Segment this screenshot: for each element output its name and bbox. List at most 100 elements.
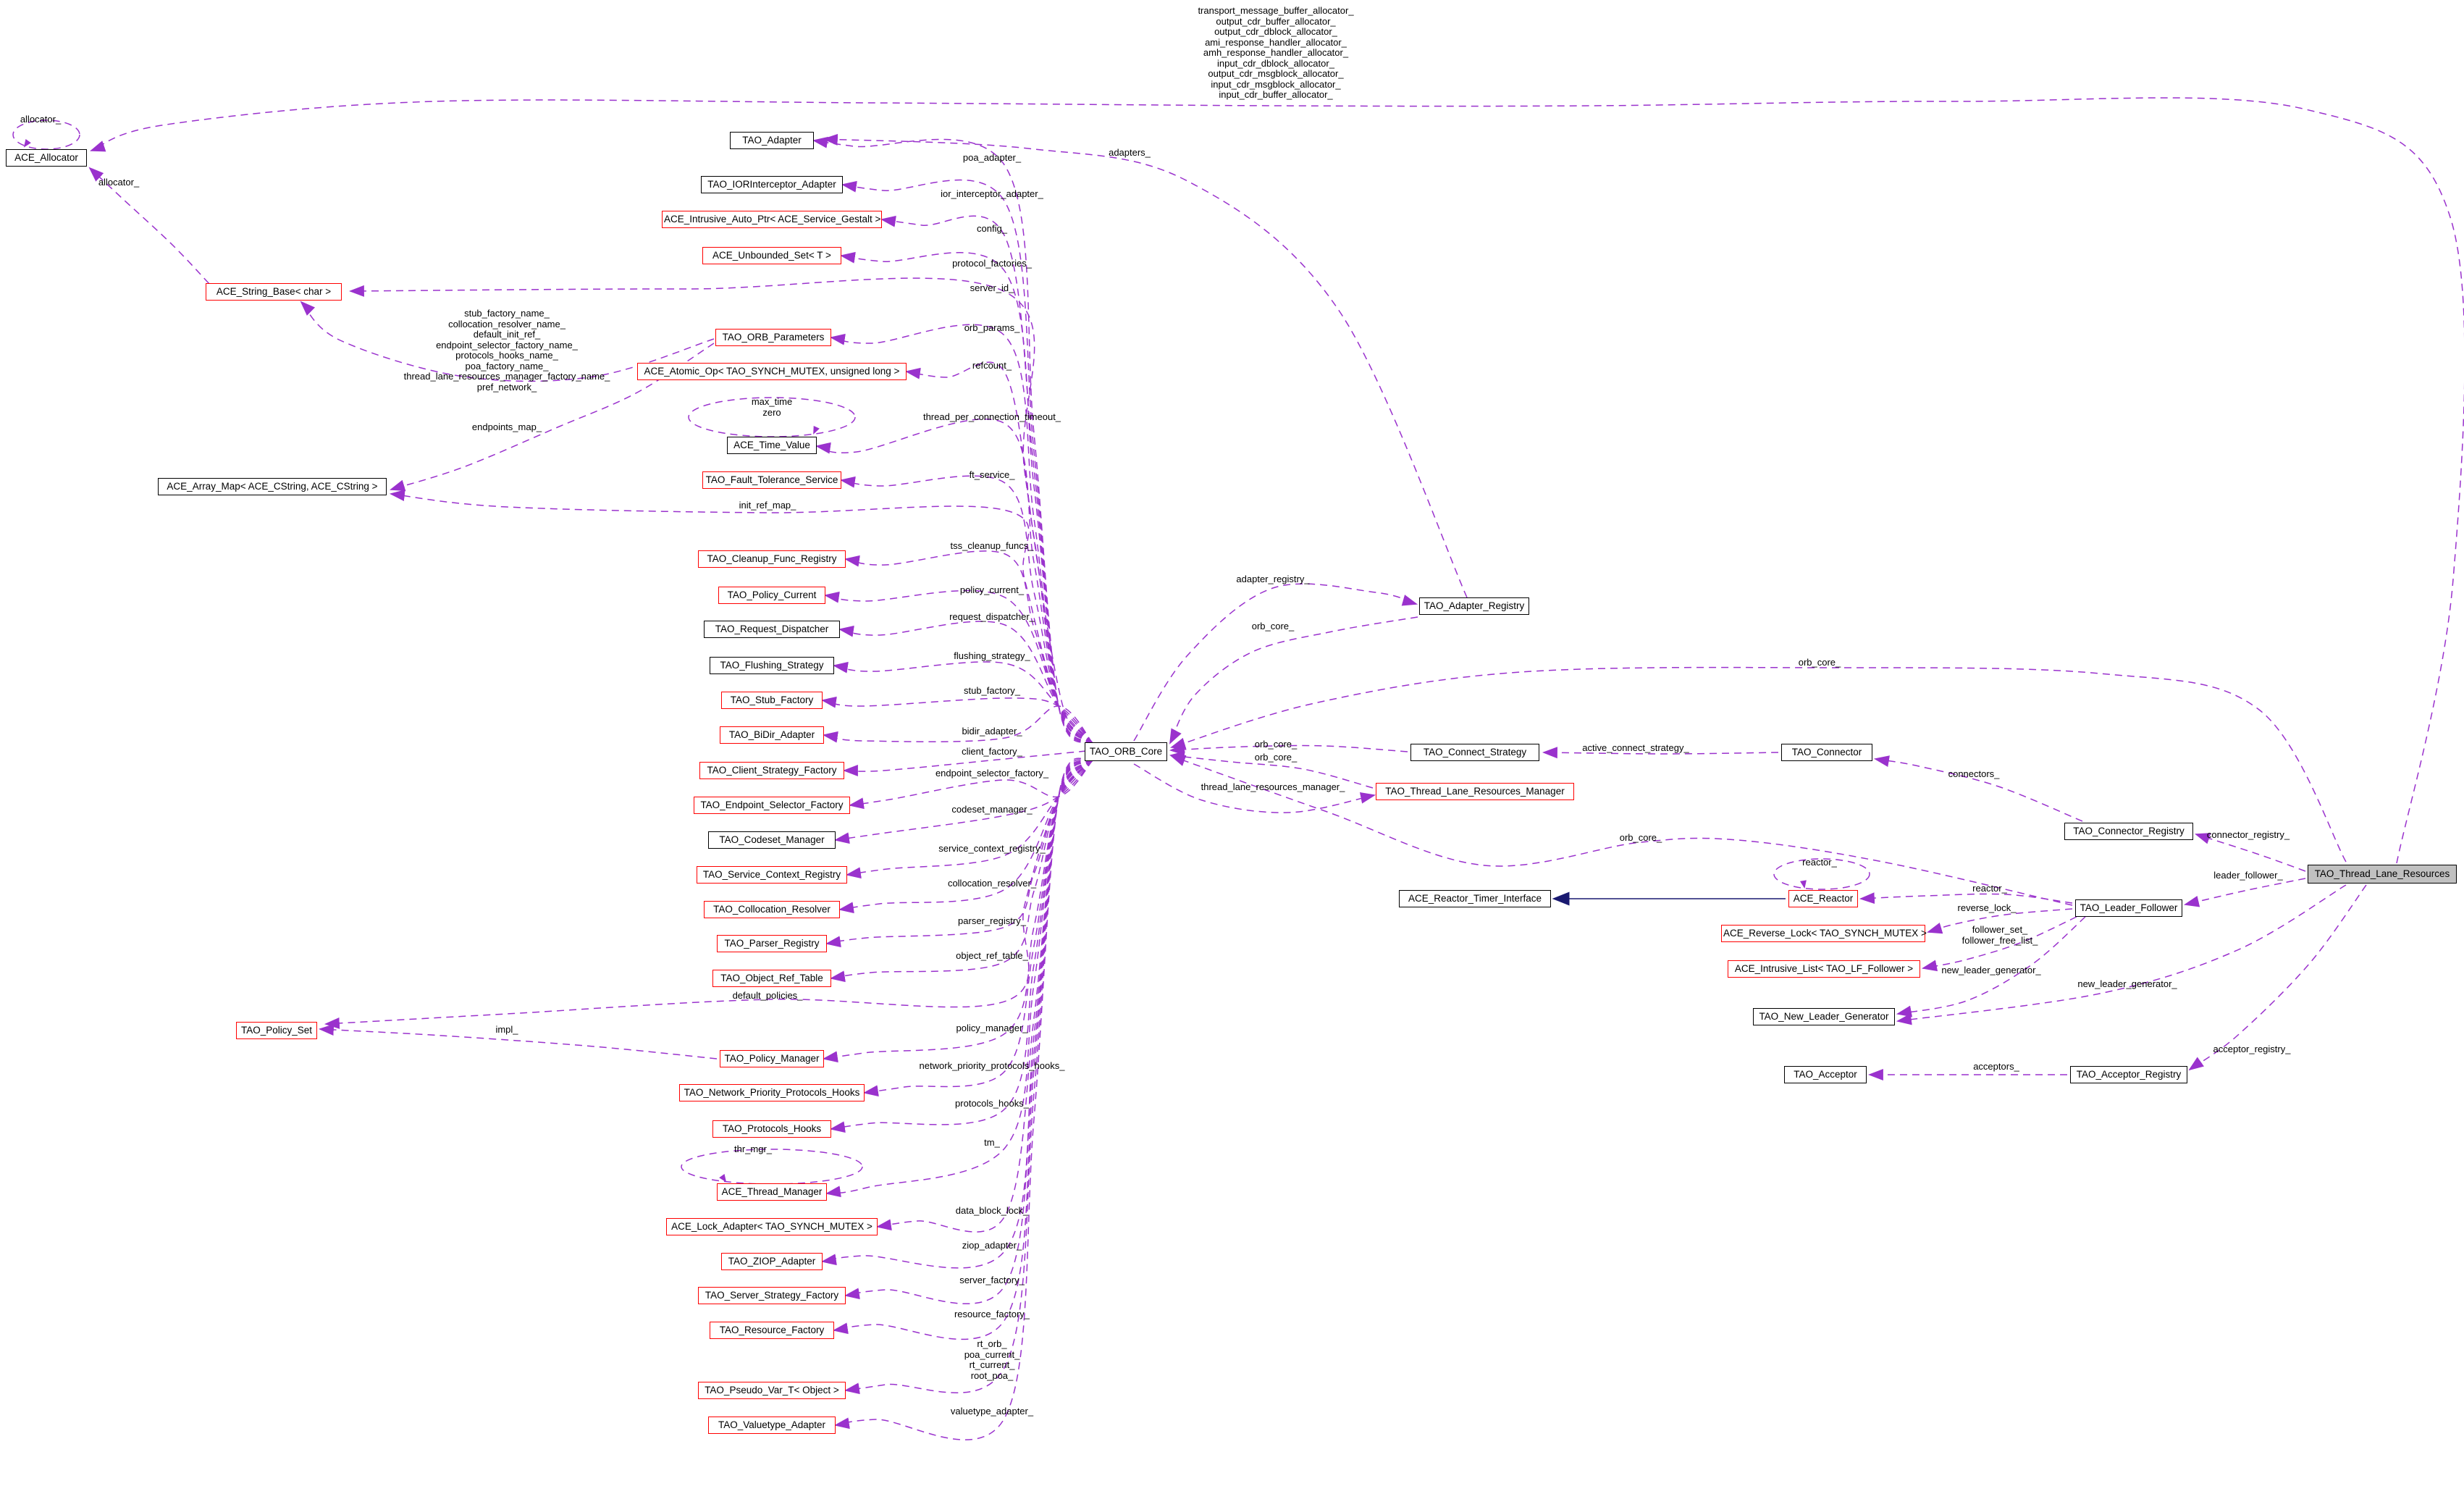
node-tao-stub-factory[interactable]: TAO_Stub_Factory — [721, 692, 823, 709]
node-tao-parser-registry[interactable]: TAO_Parser_Registry — [717, 935, 827, 952]
node-ace-array-map[interactable]: ACE_Array_Map< ACE_CString, ACE_CString … — [158, 478, 387, 495]
edge-label-acceptor-registry: acceptor_registry_ — [2213, 1044, 2291, 1054]
node-tao-connect-strategy[interactable]: TAO_Connect_Strategy — [1410, 744, 1539, 761]
node-tao-pseudo-var-t[interactable]: TAO_Pseudo_Var_T< Object > — [698, 1382, 846, 1399]
edge-label-connectors: connectors_ — [1948, 768, 2000, 779]
node-tao-connector[interactable]: TAO_Connector — [1781, 744, 1872, 761]
edge-label-resource-factory: resource_factory_ — [954, 1309, 1030, 1319]
node-tao-fault-tolerance-service[interactable]: TAO_Fault_Tolerance_Service — [702, 471, 841, 489]
node-ace-reactor[interactable]: ACE_Reactor — [1788, 890, 1858, 907]
node-tao-cleanup-func-registry[interactable]: TAO_Cleanup_Func_Registry — [698, 550, 846, 568]
node-tao-acceptor-registry[interactable]: TAO_Acceptor_Registry — [2070, 1066, 2187, 1083]
node-tao-acceptor[interactable]: TAO_Acceptor — [1784, 1066, 1867, 1083]
edge-label-thread-per-connection-timeout: thread_per_connection_timeout_ — [922, 411, 1061, 422]
node-ace-atomic-op[interactable]: ACE_Atomic_Op< TAO_SYNCH_MUTEX, unsigned… — [637, 363, 907, 380]
node-tao-thread-lane-resources-manager[interactable]: TAO_Thread_Lane_Resources_Manager — [1376, 783, 1574, 800]
edge-label-active-connect-strategy: active_connect_strategy_ — [1582, 742, 1689, 753]
edge-label-request-dispatcher: request_dispatcher_ — [949, 611, 1035, 622]
edge-label-orb-core-5: orb_core_ — [1619, 832, 1662, 843]
edge-label-allocator-self: allocator_ — [20, 114, 62, 125]
node-tao-thread-lane-resources[interactable]: TAO_Thread_Lane_Resources — [2308, 865, 2457, 884]
node-tao-valuetype-adapter[interactable]: TAO_Valuetype_Adapter — [708, 1417, 836, 1434]
node-tao-network-priority-protocols-hooks[interactable]: TAO_Network_Priority_Protocols_Hooks — [679, 1084, 865, 1101]
edge-label-orb-params: orb_params_ — [964, 322, 1020, 333]
edge-label-tss-cleanup-funcs: tss_cleanup_funcs_ — [950, 540, 1034, 551]
node-tao-adapter[interactable]: TAO_Adapter — [730, 132, 814, 149]
node-tao-orb-parameters[interactable]: TAO_ORB_Parameters — [715, 329, 831, 346]
edge-label-name-params-block: stub_factory_name_ collocation_resolver_… — [403, 308, 610, 393]
node-tao-collocation-resolver[interactable]: TAO_Collocation_Resolver — [704, 901, 840, 918]
edge-label-thread-lane-resources-manager: thread_lane_resources_manager_ — [1201, 781, 1345, 792]
edge-label-ior-interceptor-adapter: ior_interceptor_adapter_ — [941, 188, 1043, 199]
edge-label-orb-core-1: orb_core_ — [1251, 621, 1295, 631]
edge-label-valuetype-adapter: valuetype_adapter_ — [950, 1406, 1034, 1417]
node-tao-bidir-adapter[interactable]: TAO_BiDir_Adapter — [720, 726, 824, 744]
edge-label-reactor: reactor_ — [1972, 883, 2007, 894]
edge-label-flushing-strategy: flushing_strategy_ — [954, 650, 1030, 661]
node-ace-string-base[interactable]: ACE_String_Base< char > — [206, 283, 342, 301]
edge-label-new-leader-generator-tlr: new_leader_generator_ — [2077, 978, 2177, 989]
edge-label-protocol-factories: protocol_factories_ — [952, 258, 1032, 269]
node-tao-connector-registry[interactable]: TAO_Connector_Registry — [2064, 823, 2193, 840]
node-ace-reactor-timer-interface[interactable]: ACE_Reactor_Timer_Interface — [1399, 890, 1551, 907]
node-ace-allocator[interactable]: ACE_Allocator — [6, 149, 87, 167]
edge-label-thr-mgr: thr_mgr_ — [733, 1143, 773, 1154]
edge-label-server-factory: server_factory_ — [959, 1275, 1025, 1285]
edge-label-connector-registry: connector_registry_ — [2206, 829, 2290, 840]
edge-label-client-factory: client_factory_ — [962, 746, 1022, 757]
node-tao-flushing-strategy[interactable]: TAO_Flushing_Strategy — [710, 657, 834, 674]
edge-label-reverse-lock: reverse_lock_ — [1957, 902, 2017, 913]
node-tao-leader-follower[interactable]: TAO_Leader_Follower — [2075, 899, 2182, 917]
node-tao-service-context-registry[interactable]: TAO_Service_Context_Registry — [697, 866, 847, 884]
node-tao-adapter-registry[interactable]: TAO_Adapter_Registry — [1419, 597, 1529, 615]
edge-label-leader-follower: leader_follower_ — [2213, 870, 2283, 881]
edge-label-policy-manager: policy_manager_ — [956, 1023, 1028, 1033]
node-ace-thread-manager[interactable]: ACE_Thread_Manager — [717, 1183, 827, 1201]
edge-label-rt-block: rt_orb_ poa_current_ rt_current_ root_po… — [964, 1338, 1020, 1381]
node-ace-intrusive-auto-ptr[interactable]: ACE_Intrusive_Auto_Ptr< ACE_Service_Gest… — [662, 211, 882, 228]
node-tao-server-strategy-factory[interactable]: TAO_Server_Strategy_Factory — [698, 1287, 846, 1304]
edge-label-poa-adapter: poa_adapter_ — [962, 152, 1022, 163]
node-ace-reverse-lock[interactable]: ACE_Reverse_Lock< TAO_SYNCH_MUTEX > — [1721, 925, 1927, 942]
edge-label-codeset-manager: codeset_manager_ — [951, 804, 1033, 815]
edge-label-impl: impl_ — [495, 1024, 518, 1035]
edge-label-max-time-zero: max_time zero — [751, 396, 793, 418]
edge-label-endpoint-selector-factory: endpoint_selector_factory_ — [935, 768, 1049, 779]
node-ace-intrusive-list[interactable]: ACE_Intrusive_List< TAO_LF_Follower > — [1728, 960, 1920, 978]
edge-label-default-policies: default_policies_ — [732, 990, 803, 1001]
node-tao-object-ref-table[interactable]: TAO_Object_Ref_Table — [712, 970, 831, 987]
node-tao-protocols-hooks[interactable]: TAO_Protocols_Hooks — [712, 1120, 831, 1138]
edge-label-stub-factory: stub_factory_ — [963, 685, 1021, 696]
edge-label-reactor-self: reactor_ — [1802, 857, 1837, 868]
edge-label-adapter-registry: adapter_registry_ — [1236, 574, 1310, 584]
node-tao-ziop-adapter[interactable]: TAO_ZIOP_Adapter — [721, 1253, 823, 1270]
node-tao-policy-manager[interactable]: TAO_Policy_Manager — [720, 1050, 824, 1067]
edge-label-new-leader-generator-lf: new_leader_generator_ — [1941, 965, 2041, 975]
node-tao-codeset-manager[interactable]: TAO_Codeset_Manager — [708, 831, 836, 849]
edge-label-service-context-registry: service_context_registry_ — [938, 843, 1046, 854]
edge-label-refcount: refcount_ — [972, 360, 1012, 371]
edge-label-tm: tm_ — [984, 1137, 1000, 1148]
node-ace-lock-adapter[interactable]: ACE_Lock_Adapter< TAO_SYNCH_MUTEX > — [666, 1218, 878, 1235]
edge-label-acceptors: acceptors_ — [1973, 1061, 2019, 1072]
node-tao-policy-set[interactable]: TAO_Policy_Set — [236, 1022, 317, 1039]
node-tao-request-dispatcher[interactable]: TAO_Request_Dispatcher — [704, 621, 840, 638]
edge-label-allocator: allocator_ — [98, 177, 140, 188]
node-tao-endpoint-selector-factory[interactable]: TAO_Endpoint_Selector_Factory — [694, 797, 850, 814]
node-ace-time-value[interactable]: ACE_Time_Value — [727, 437, 817, 454]
node-tao-client-strategy-factory[interactable]: TAO_Client_Strategy_Factory — [699, 762, 844, 779]
edge-label-data-block-lock: data_block_lock_ — [955, 1205, 1029, 1216]
edge-label-orb-core-2: orb_core_ — [1798, 657, 1841, 668]
node-tao-policy-current[interactable]: TAO_Policy_Current — [718, 587, 825, 604]
edge-label-ziop-adapter: ziop_adapter_ — [962, 1240, 1022, 1251]
node-tao-orb-core[interactable]: TAO_ORB_Core — [1085, 742, 1167, 761]
node-ace-unbounded-set[interactable]: ACE_Unbounded_Set< T > — [702, 247, 841, 264]
edge-label-config: config_ — [977, 223, 1007, 234]
node-tao-resource-factory[interactable]: TAO_Resource_Factory — [710, 1322, 834, 1339]
edge-label-policy-current: policy_current_ — [959, 584, 1025, 595]
node-tao-iorinterceptor-adapter[interactable]: TAO_IORInterceptor_Adapter — [701, 176, 843, 193]
edge-label-bidir-adapter: bidir_adapter_ — [962, 726, 1022, 736]
node-tao-new-leader-generator[interactable]: TAO_New_Leader_Generator — [1753, 1008, 1895, 1025]
